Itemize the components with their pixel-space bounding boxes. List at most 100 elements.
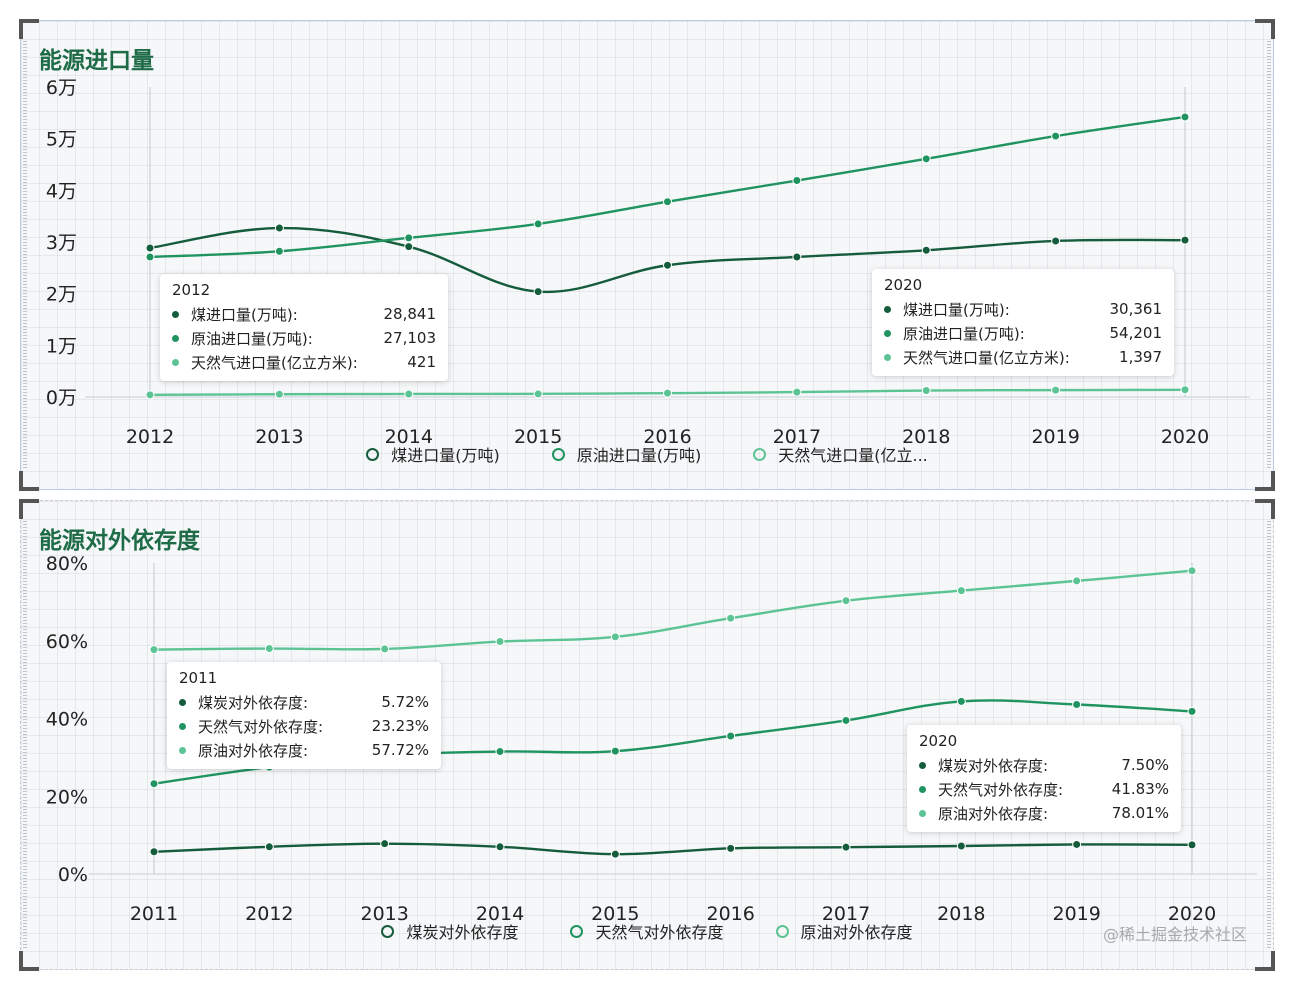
- series-dot-icon: [919, 761, 926, 769]
- data-point[interactable]: [956, 696, 966, 706]
- data-point[interactable]: [264, 644, 274, 654]
- x-tick-label: 2020: [1168, 903, 1216, 925]
- legend-circle-icon: [753, 447, 767, 461]
- data-point[interactable]: [145, 243, 155, 253]
- data-point[interactable]: [1187, 706, 1197, 716]
- series-line: [153, 569, 1193, 651]
- series-dot-icon: [179, 746, 186, 754]
- data-point[interactable]: [1072, 576, 1082, 586]
- data-point[interactable]: [921, 245, 931, 255]
- series-line: [149, 115, 1186, 259]
- data-point[interactable]: [274, 389, 284, 399]
- data-point[interactable]: [956, 586, 966, 596]
- data-point[interactable]: [149, 779, 159, 789]
- data-point[interactable]: [1187, 566, 1197, 576]
- data-point[interactable]: [145, 252, 155, 262]
- data-point[interactable]: [663, 197, 672, 207]
- y-tick-label: 80%: [46, 553, 88, 575]
- legend-item[interactable]: 煤进口量(万吨): [366, 442, 500, 466]
- x-tick-label: 2013: [360, 903, 408, 925]
- legend-item[interactable]: 天然气进口量(亿立...: [753, 442, 928, 466]
- watermark: @稀土掘金技术社区: [1102, 925, 1247, 944]
- data-point[interactable]: [264, 842, 274, 852]
- data-point[interactable]: [663, 388, 672, 398]
- data-point[interactable]: [404, 242, 414, 252]
- data-point[interactable]: [1051, 385, 1061, 395]
- data-point[interactable]: [145, 390, 155, 400]
- data-point[interactable]: [533, 287, 543, 297]
- data-point[interactable]: [956, 841, 966, 851]
- tooltip-row: 煤进口量(万吨): 28,841: [172, 302, 436, 326]
- data-point[interactable]: [380, 839, 390, 849]
- data-point[interactable]: [726, 613, 736, 623]
- data-point[interactable]: [533, 219, 543, 229]
- data-point[interactable]: [1051, 236, 1061, 246]
- y-tick-label: 20%: [46, 786, 88, 808]
- data-point[interactable]: [495, 842, 505, 852]
- data-point[interactable]: [610, 632, 620, 642]
- chart-title: 能源对外依存度: [39, 528, 200, 554]
- legend-item[interactable]: 原油进口量(万吨): [551, 442, 701, 466]
- data-point[interactable]: [1180, 112, 1190, 122]
- series-dot-icon: [919, 809, 926, 817]
- x-tick-label: 2016: [643, 426, 691, 448]
- data-point[interactable]: [149, 847, 159, 857]
- y-tick-label: 2万: [46, 284, 77, 306]
- corner-handle-bottom-right[interactable]: [1255, 951, 1275, 971]
- tooltip-2012: 2012 煤进口量(万吨): 28,841 原油进口量(万吨): 27,103 天然气进口…: [160, 274, 448, 381]
- tooltip-value: 7.50%: [1121, 756, 1169, 774]
- data-point[interactable]: [663, 260, 672, 270]
- corner-handle-top-left[interactable]: [19, 19, 39, 39]
- data-point[interactable]: [274, 223, 284, 233]
- data-point[interactable]: [1180, 385, 1190, 395]
- data-point[interactable]: [610, 746, 620, 756]
- series-dot-icon: [884, 353, 891, 361]
- data-point[interactable]: [495, 747, 505, 757]
- data-point[interactable]: [726, 731, 736, 741]
- data-point[interactable]: [610, 849, 620, 859]
- data-point[interactable]: [1072, 700, 1082, 710]
- data-point[interactable]: [380, 644, 390, 654]
- corner-handle-top-right[interactable]: [1255, 499, 1275, 519]
- panel-edge-ruler-right: [1267, 521, 1271, 949]
- legend-item[interactable]: 煤炭对外依存度: [381, 919, 518, 943]
- tooltip-row: 煤炭对外依存度: 7.50%: [919, 753, 1169, 777]
- data-point[interactable]: [792, 387, 802, 397]
- x-tick-label: 2016: [706, 903, 754, 925]
- data-point[interactable]: [1051, 131, 1061, 141]
- legend-item[interactable]: 原油对外依存度: [775, 919, 913, 943]
- data-point[interactable]: [149, 645, 159, 655]
- data-point[interactable]: [921, 154, 931, 164]
- energy-dependency-chart-panel: 能源对外依存度 0% 20% 40% 60% 80% 2011 2012 2013 2014 20…: [19, 499, 1275, 971]
- corner-handle-bottom-left[interactable]: [19, 471, 39, 491]
- data-point[interactable]: [1072, 839, 1082, 849]
- data-point[interactable]: [533, 389, 543, 399]
- data-point[interactable]: [841, 715, 851, 725]
- corner-handle-bottom-right[interactable]: [1255, 471, 1275, 491]
- tooltip-row: 天然气对外依存度: 23.23%: [179, 714, 429, 738]
- data-point[interactable]: [1180, 235, 1190, 245]
- tooltip-row: 天然气进口量(亿立方米): 1,397: [884, 345, 1162, 369]
- data-point[interactable]: [921, 386, 931, 396]
- corner-handle-bottom-left[interactable]: [19, 951, 39, 971]
- tooltip-title: 2012: [172, 281, 211, 299]
- x-tick-label: 2017: [822, 903, 870, 925]
- tooltip-label: 原油对外依存度:: [938, 804, 1049, 823]
- data-point[interactable]: [404, 233, 414, 243]
- tooltip-label: 原油对外依存度:: [198, 741, 309, 760]
- x-tick-label: 2013: [255, 426, 303, 448]
- data-point[interactable]: [404, 389, 414, 399]
- data-point[interactable]: [792, 252, 802, 262]
- data-point[interactable]: [841, 842, 851, 852]
- data-point[interactable]: [1187, 840, 1197, 850]
- corner-handle-top-left[interactable]: [19, 499, 39, 519]
- corner-handle-top-right[interactable]: [1255, 19, 1275, 39]
- tooltip-2020: 2020 煤炭对外依存度: 7.50% 天然气对外依存度: 41.83% 原油对外依存度:…: [907, 725, 1181, 832]
- data-point[interactable]: [792, 176, 802, 186]
- data-point[interactable]: [495, 637, 505, 647]
- data-point[interactable]: [841, 596, 851, 606]
- data-point[interactable]: [274, 246, 284, 256]
- data-point[interactable]: [726, 843, 736, 853]
- x-tick-label: 2020: [1161, 426, 1209, 448]
- legend-item[interactable]: 天然气对外依存度: [570, 919, 724, 943]
